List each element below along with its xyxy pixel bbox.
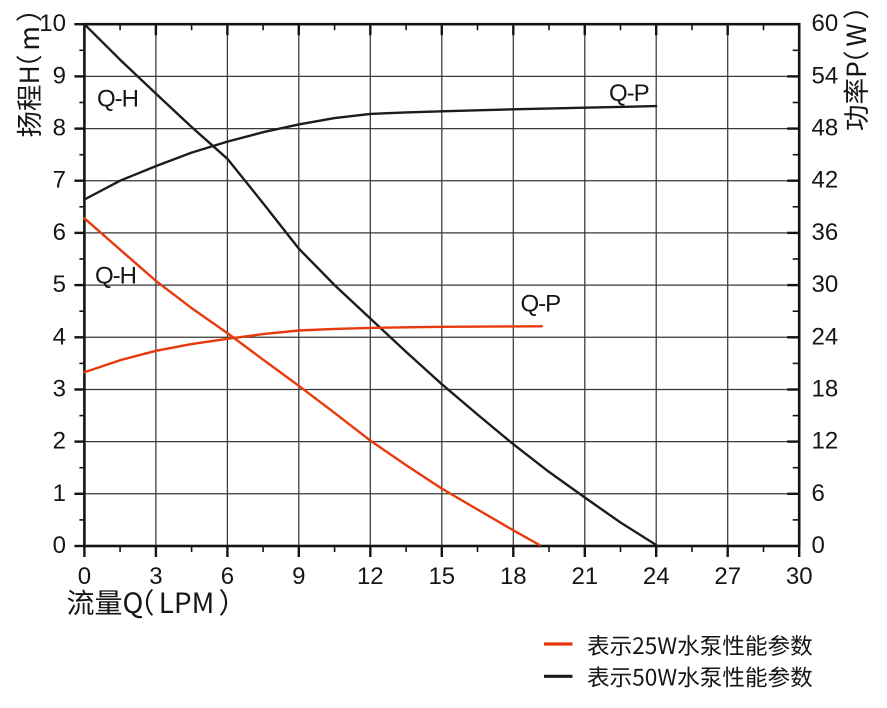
svg-text:1: 1 bbox=[53, 480, 66, 507]
svg-text:2: 2 bbox=[53, 428, 66, 455]
svg-text:Q-H: Q-H bbox=[97, 86, 138, 113]
svg-text:48: 48 bbox=[812, 115, 839, 142]
svg-text:24: 24 bbox=[643, 563, 670, 590]
svg-text:0: 0 bbox=[78, 563, 91, 590]
svg-text:3: 3 bbox=[149, 563, 162, 590]
svg-text:6: 6 bbox=[221, 563, 234, 590]
svg-text:60: 60 bbox=[812, 10, 839, 37]
svg-text:0: 0 bbox=[53, 532, 66, 559]
svg-text:3: 3 bbox=[53, 376, 66, 403]
svg-text:5: 5 bbox=[53, 271, 66, 298]
svg-text:27: 27 bbox=[714, 563, 741, 590]
svg-text:36: 36 bbox=[812, 219, 839, 246]
svg-text:Q-P: Q-P bbox=[609, 80, 649, 107]
svg-text:9: 9 bbox=[292, 563, 305, 590]
svg-text:4: 4 bbox=[53, 323, 66, 350]
svg-text:0: 0 bbox=[812, 532, 825, 559]
svg-text:8: 8 bbox=[53, 115, 66, 142]
svg-text:12: 12 bbox=[357, 563, 384, 590]
svg-text:18: 18 bbox=[500, 563, 527, 590]
svg-text:54: 54 bbox=[812, 62, 839, 89]
svg-text:30: 30 bbox=[786, 563, 813, 590]
svg-text:Q-P: Q-P bbox=[521, 291, 561, 318]
svg-text:24: 24 bbox=[812, 323, 839, 350]
svg-text:9: 9 bbox=[53, 62, 66, 89]
svg-text:30: 30 bbox=[812, 271, 839, 298]
svg-text:6: 6 bbox=[53, 219, 66, 246]
svg-text:21: 21 bbox=[571, 563, 598, 590]
svg-text:12: 12 bbox=[812, 428, 839, 455]
svg-text:18: 18 bbox=[812, 376, 839, 403]
svg-text:15: 15 bbox=[428, 563, 455, 590]
svg-text:10: 10 bbox=[39, 10, 66, 37]
svg-text:42: 42 bbox=[812, 167, 839, 194]
svg-text:6: 6 bbox=[812, 480, 825, 507]
svg-text:7: 7 bbox=[53, 167, 66, 194]
svg-text:Q-H: Q-H bbox=[95, 263, 136, 290]
